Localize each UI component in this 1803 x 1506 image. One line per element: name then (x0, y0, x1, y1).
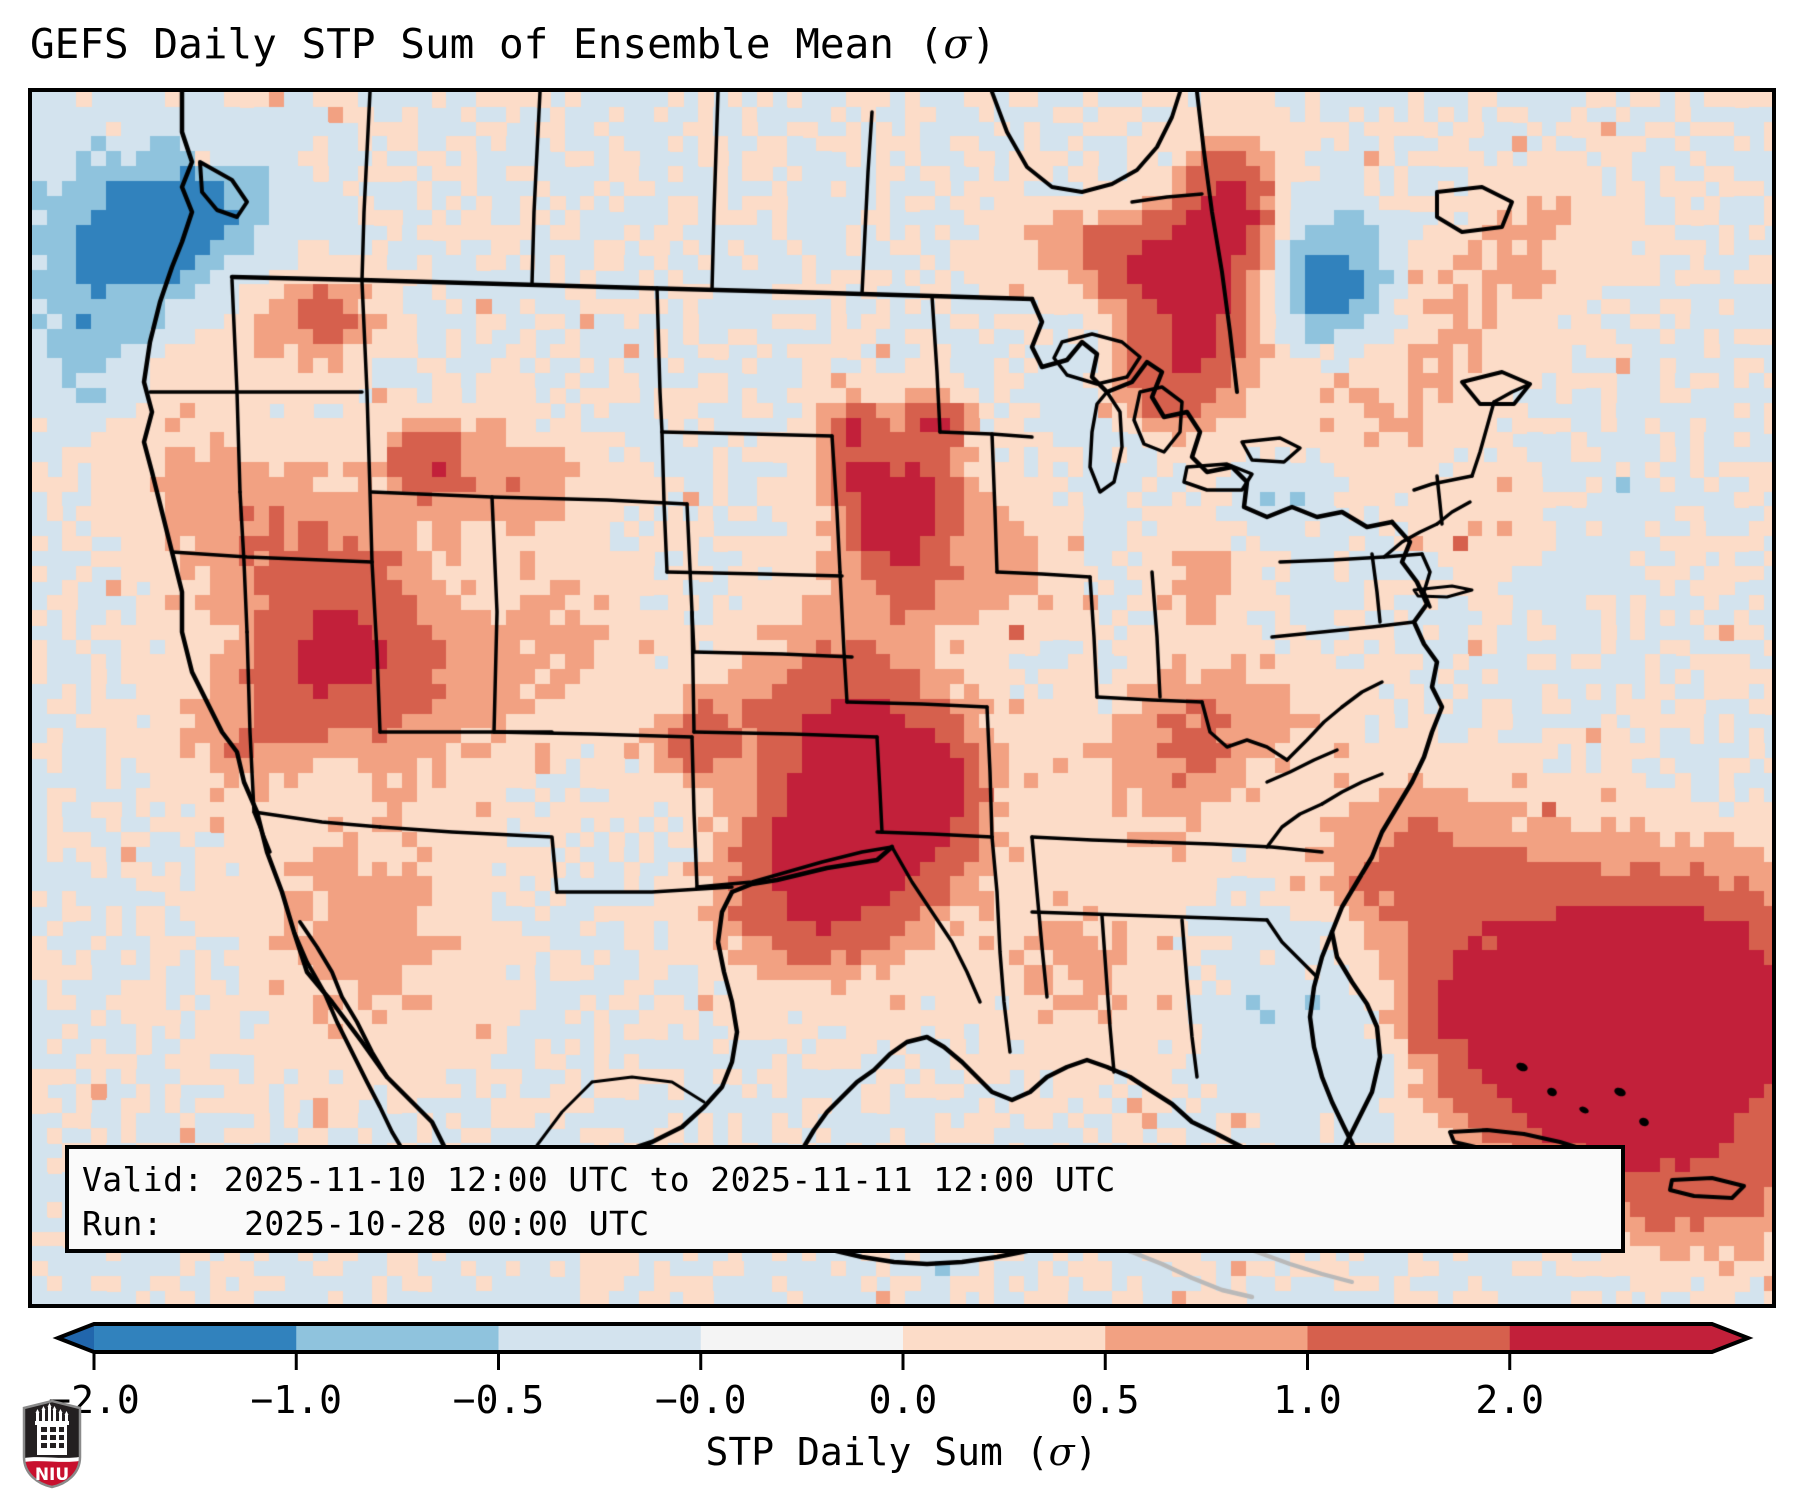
colorbar-over-arrow (1712, 1324, 1748, 1352)
colorbar-tick-label: 0.0 (868, 1378, 938, 1422)
sigma-symbol: σ (943, 20, 972, 68)
niu-logo: NIU (22, 1399, 82, 1489)
map-plot-area[interactable] (28, 88, 1776, 1308)
colorbar-label-text: STP Daily Sum ( (705, 1430, 1049, 1474)
geography-overlay-layer (32, 92, 1772, 1304)
logo-shield-outline (22, 1399, 82, 1489)
valid-run-annotation-box: Valid: 2025-11-10 12:00 UTC to 2025-11-1… (65, 1145, 1625, 1253)
colorbar-segment (296, 1324, 500, 1352)
colorbar-segment (903, 1324, 1106, 1352)
valid-time-line: Valid: 2025-11-10 12:00 UTC to 2025-11-1… (82, 1160, 1116, 1199)
colorbar-swatches (52, 1322, 1754, 1370)
colorbar-tick-label: 2.0 (1475, 1378, 1545, 1422)
logo-text: NIU (35, 1465, 69, 1485)
colorbar-segment (1509, 1324, 1713, 1352)
colorbar-under-arrow (58, 1324, 94, 1352)
colorbar-tick-label: −1.0 (250, 1378, 343, 1422)
colorbar-tick-label: −0.0 (654, 1378, 747, 1422)
colorbar-segment (1307, 1324, 1511, 1352)
colorbar-tick-labels: −2.0 −1.0 −0.5 −0.0 0.0 0.5 1.0 2.0 (0, 1378, 1803, 1428)
colorbar-tick-label: 1.0 (1273, 1378, 1342, 1422)
colorbar-segment (94, 1324, 297, 1352)
colorbar-label-suffix: ) (1074, 1430, 1098, 1474)
logo-castle-windows (41, 1427, 64, 1448)
colorbar (0, 1316, 1803, 1370)
colorbar-segment (1105, 1324, 1309, 1352)
colorbar-tick-label: −0.5 (452, 1378, 545, 1422)
colorbar-segment (498, 1324, 702, 1352)
page-title-suffix: ) (971, 20, 996, 68)
run-time-line: Run: 2025-10-28 00:00 UTC (82, 1204, 650, 1243)
map-inner (32, 92, 1772, 1304)
page-title-text: GEFS Daily STP Sum of Ensemble Mean ( (30, 20, 944, 68)
colorbar-tick-label: 0.5 (1070, 1378, 1140, 1422)
colorbar-axis-label: STP Daily Sum (σ) (0, 1428, 1803, 1476)
colorbar-sigma-symbol: σ (1048, 1430, 1075, 1474)
colorbar-segment (700, 1324, 904, 1352)
page-title: GEFS Daily STP Sum of Ensemble Mean (σ) (30, 18, 996, 70)
